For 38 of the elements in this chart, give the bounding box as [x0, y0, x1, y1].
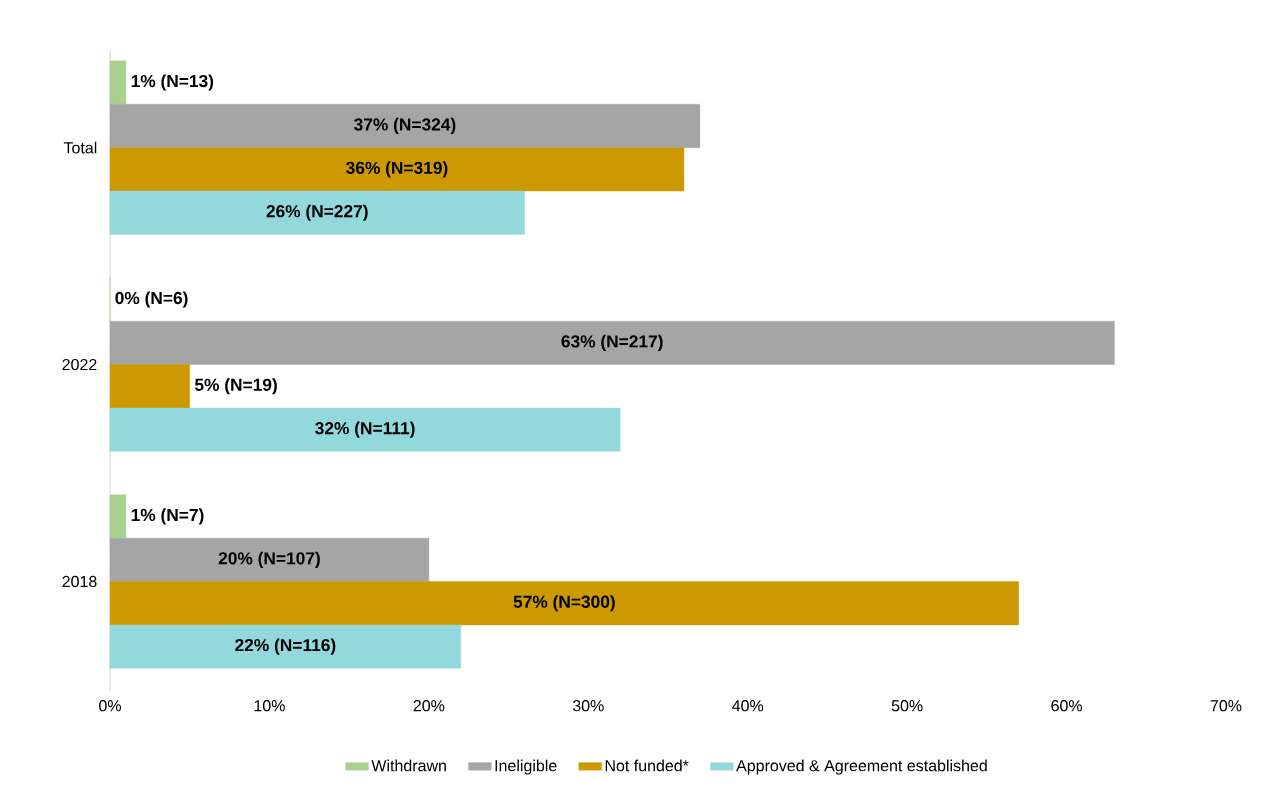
x-tick-label: 70% [1210, 700, 1242, 712]
bar [109, 320, 1115, 365]
data-label: 20% (N=107) [218, 551, 320, 568]
x-tick-label: 50% [891, 700, 923, 712]
bar [109, 190, 525, 235]
data-label: 57% (N=300) [513, 595, 615, 612]
bar [109, 537, 430, 582]
data-label: 1% (N=7) [131, 508, 204, 525]
y-tick-label: Total [63, 141, 97, 154]
legend-label: Approved & Agreement established [736, 759, 987, 775]
x-tick-label: 20% [413, 700, 445, 712]
bar [109, 407, 621, 452]
legend-label: Withdrawn [371, 759, 446, 772]
data-label: 0% (N=6) [115, 291, 188, 308]
legend-label: Not funded* [605, 759, 689, 772]
bar [109, 60, 127, 105]
bar [109, 494, 127, 539]
data-label: 5% (N=19) [194, 378, 277, 395]
bar [109, 624, 461, 669]
data-label: 22% (N=116) [235, 638, 336, 655]
data-label: 1% (N=13) [131, 74, 214, 91]
x-tick-label: 30% [572, 700, 604, 712]
legend-label: Ineligible [495, 759, 557, 775]
bar [109, 581, 1019, 626]
x-tick-label: 40% [732, 700, 764, 712]
bar [109, 104, 701, 148]
data-label: 36% (N=319) [346, 161, 448, 178]
data-label: 32% (N=111) [315, 421, 415, 438]
bar [109, 147, 685, 192]
x-tick-label: 0% [99, 700, 121, 712]
y-tick-label: 2022 [62, 358, 97, 371]
x-tick-label: 60% [1051, 700, 1083, 712]
y-tick-label: 2018 [62, 575, 97, 588]
x-tick-label: 10% [254, 700, 285, 712]
data-label: 37% (N=324) [354, 117, 456, 135]
bar [109, 364, 190, 409]
data-label: 26% (N=227) [266, 204, 368, 221]
data-label: 63% (N=217) [561, 334, 663, 351]
